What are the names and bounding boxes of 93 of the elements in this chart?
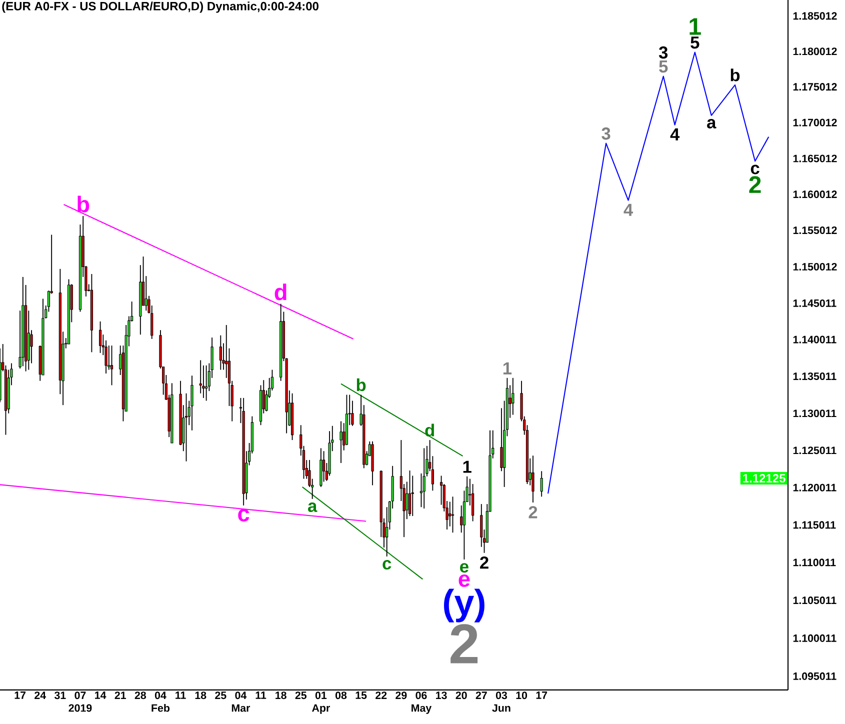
- x-tick-label: 13: [436, 692, 447, 700]
- annotation: 1: [690, 18, 701, 35]
- y-tick-label: 1.185012: [793, 12, 837, 20]
- candlestick: [30, 330, 33, 364]
- annotation: a: [707, 118, 716, 128]
- y-tick-label: 1.125011: [793, 446, 836, 454]
- x-tick-label: 11: [176, 692, 186, 699]
- y-tick-label: 1.135011: [793, 372, 836, 380]
- x-tick-label: 04 Feb: [152, 692, 170, 712]
- candlestick: [199, 360, 202, 394]
- annotation: 4: [670, 128, 680, 140]
- candlestick: [422, 448, 426, 509]
- annotation: d: [274, 284, 286, 300]
- annotation: 5: [659, 60, 668, 73]
- chart-title: (EUR A0-FX - US DOLLAR/EURO,D) Dynamic,0:00-24:00: [2, 2, 318, 13]
- x-tick-label: 04 Mar: [232, 692, 250, 712]
- y-tick-label: 1.145011: [793, 299, 836, 307]
- x-tick-label: 08: [335, 692, 347, 700]
- x-tick-label: 14: [95, 692, 106, 699]
- x-tick-label: 15: [356, 692, 367, 700]
- x-tick-label: 29: [396, 692, 407, 700]
- y-tick-label: 1.100011: [793, 634, 836, 642]
- candlestick: [408, 470, 412, 517]
- x-tick-label: 31: [54, 692, 66, 700]
- annotation: 1: [503, 362, 512, 374]
- x-tick-label: 07 2019: [68, 692, 92, 712]
- candlestick: [205, 364, 208, 402]
- candlestick: [500, 408, 503, 472]
- annotation: b: [78, 196, 90, 212]
- annotation: e: [460, 563, 468, 573]
- annotation: d: [425, 424, 434, 436]
- x-tick-label: 06 May: [412, 692, 432, 714]
- annotation: 2: [749, 176, 761, 193]
- candlestick: [406, 481, 408, 520]
- x-tick-label: 22: [376, 692, 387, 700]
- y-tick-label: 1.165012: [793, 154, 837, 162]
- x-tick-label: 24: [34, 692, 46, 700]
- y-tick-label: 1.150012: [793, 262, 837, 271]
- annotation: e: [458, 574, 470, 587]
- y-tick-label: 1.155012: [793, 226, 837, 234]
- annotation: c: [382, 560, 392, 570]
- x-tick-label: 10: [516, 692, 528, 700]
- y-tick-label: 1.120011: [793, 484, 836, 492]
- annotation: 2: [450, 624, 478, 664]
- x-tick-label: 11: [256, 692, 266, 699]
- y-tick-label: 1.130011: [793, 410, 836, 418]
- x-tick-label: 25: [215, 692, 226, 700]
- y-tick-label: 1.170012: [793, 118, 837, 126]
- annotation: b: [356, 378, 366, 392]
- candlestick: [98, 320, 102, 354]
- x-tick-label: 18: [276, 692, 286, 700]
- x-tick-label: 28: [134, 692, 146, 700]
- annotation: b: [730, 68, 740, 82]
- candlestick: [110, 345, 114, 386]
- candlestick: [184, 392, 188, 462]
- candlestick: [144, 276, 148, 312]
- annotation: c: [750, 164, 760, 174]
- candlestick: [190, 375, 194, 431]
- x-tick-label: 25: [295, 692, 306, 700]
- y-tick-label: 1.175012: [793, 83, 837, 91]
- x-tick-label: 27: [476, 692, 487, 700]
- y-tick-label: 1.140011: [793, 336, 836, 344]
- x-tick-label: 17: [536, 692, 548, 699]
- annotation: 2: [528, 506, 538, 518]
- y-tick-label: 1.115011: [793, 521, 836, 529]
- y-tick-label: 1.105011: [793, 596, 836, 604]
- x-tick-label: 18: [195, 692, 206, 700]
- x-tick-label: 01 Apr: [312, 692, 330, 714]
- x-tick-label: 21: [114, 692, 126, 700]
- annotation: 3: [658, 46, 668, 59]
- annotation: a: [308, 502, 318, 512]
- candlestick: [532, 455, 534, 503]
- candlestick: [462, 490, 466, 560]
- annotation: 2: [480, 556, 488, 569]
- annotation: 1.12125: [743, 474, 786, 483]
- x-tick-label: 17: [14, 692, 26, 699]
- candlestick: [322, 450, 326, 482]
- x-tick-label: 03 Jun: [492, 692, 510, 712]
- annotation: 1: [463, 460, 472, 473]
- annotation: c: [238, 509, 250, 522]
- y-tick-label: 1.095011: [793, 672, 836, 680]
- candlestick: [219, 334, 222, 370]
- annotation: (y): [444, 588, 484, 622]
- annotation: 3: [602, 127, 610, 140]
- candlestick: [512, 377, 514, 416]
- x-tick-label: 20: [456, 692, 467, 700]
- y-tick-label: 1.160012: [793, 190, 837, 198]
- y-tick-label: 1.180012: [793, 48, 837, 56]
- candlestick: [340, 420, 342, 464]
- annotation: 5: [690, 36, 700, 49]
- annotation: 4: [624, 204, 633, 216]
- y-tick-label: 1.110011: [793, 558, 836, 566]
- candlestick: [540, 470, 543, 498]
